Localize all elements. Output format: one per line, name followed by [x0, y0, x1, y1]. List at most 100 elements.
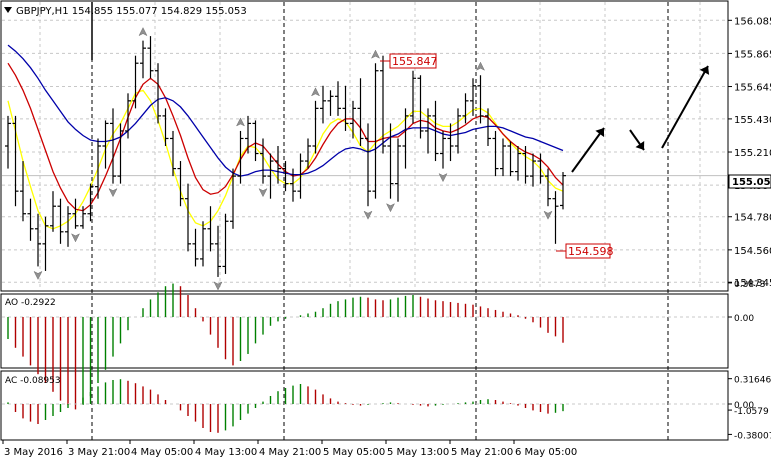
- price-bar: [237, 130, 244, 184]
- price-bar: [470, 78, 476, 116]
- arrow-head: [635, 141, 645, 150]
- price-bar: [365, 123, 371, 207]
- fractal-down-icon: [33, 270, 43, 280]
- price-bar: [207, 206, 214, 252]
- arrow-head: [595, 128, 604, 137]
- price-bar: [327, 90, 334, 116]
- ac-histogram: [2, 379, 727, 433]
- ao-histogram: [2, 283, 727, 410]
- time-axis-label: 6 May 05:00: [515, 447, 577, 458]
- ac-panel[interactable]: [0, 370, 729, 441]
- time-axis-label: 4 May 13:00: [195, 447, 257, 458]
- price-bar: [410, 70, 416, 124]
- price-axis-label: 154.560: [734, 246, 771, 257]
- chart-menu-triangle-icon[interactable]: [4, 7, 12, 13]
- price-axis-label: 154.345: [734, 278, 771, 289]
- price-bar: [260, 138, 266, 184]
- forecast-arrow-up-1: [571, 127, 605, 173]
- time-axis-label: 3 May 2016: [4, 447, 63, 458]
- price-bar: [72, 198, 79, 229]
- price-bar: [87, 183, 94, 222]
- arrow-shaft: [571, 127, 605, 173]
- price-bar: [402, 108, 409, 169]
- price-bar: [387, 123, 394, 199]
- fractal-down-icon: [543, 210, 553, 220]
- price-bar: [245, 115, 251, 154]
- price-bar: [132, 55, 139, 109]
- ao-axis-label: 0.3873: [734, 280, 766, 290]
- price-bar: [395, 138, 401, 202]
- price-bar: [335, 81, 341, 116]
- price-bar: [162, 108, 169, 146]
- price-bar: [462, 93, 469, 124]
- price-bar: [357, 78, 364, 146]
- ao-title: AO -0.2922: [5, 298, 56, 308]
- price-axis-label: 155.645: [734, 83, 771, 94]
- fractal-up-icon: [235, 117, 246, 127]
- forecast-arrow-up-2: [661, 65, 710, 149]
- time-axis-label: 5 May 21:00: [451, 447, 513, 458]
- forecast-arrow-down: [629, 129, 645, 151]
- price-bar: [485, 108, 491, 146]
- price-bar: [267, 153, 274, 199]
- arrow-head: [699, 66, 710, 75]
- price-bar: [200, 221, 206, 267]
- price-bar: [185, 183, 191, 252]
- price-bar: [80, 206, 86, 229]
- fractal-up-icon: [475, 61, 486, 71]
- price-bar: [537, 153, 544, 184]
- price-bar: [530, 153, 536, 187]
- price-bar: [215, 225, 221, 277]
- price-bar: [222, 213, 229, 274]
- high-label-box: [389, 53, 437, 69]
- price-bar: [372, 63, 379, 199]
- ac-axis-label: 0.00: [734, 401, 754, 411]
- fractal-down-icon: [363, 210, 373, 220]
- fractal-down-icon: [385, 203, 396, 213]
- price-bar: [560, 172, 566, 210]
- price-bar: [282, 161, 289, 192]
- price-bar: [507, 141, 514, 177]
- price-bar: [140, 40, 146, 79]
- price-bar: [320, 85, 326, 124]
- symbol-info: GBPJPY,H1 154.855 155.077 154.829 155.05…: [16, 6, 247, 17]
- price-bar: [522, 146, 529, 184]
- low-price-label: 154.598: [568, 245, 614, 258]
- time-axis-label: 5 May 13:00: [387, 447, 449, 458]
- price-bar: [455, 108, 461, 154]
- price-bar: [50, 191, 56, 232]
- ao-axis-label: 0.00: [734, 314, 754, 324]
- fractal-up-icon: [138, 27, 148, 37]
- main-panel[interactable]: [0, 0, 729, 292]
- price-axis-label: 155.865: [734, 49, 771, 60]
- arrow-shaft: [661, 65, 709, 149]
- fractal-down-icon: [108, 188, 118, 198]
- price-bar: [230, 168, 236, 229]
- price-bar: [20, 161, 26, 222]
- time-axis-label: 5 May 05:00: [323, 447, 385, 458]
- time-axis-label: 4 May 21:00: [259, 447, 321, 458]
- price-bar: [417, 75, 424, 139]
- price-bar: [252, 120, 259, 162]
- price-bar: [350, 100, 356, 139]
- ao-axis-label: -1.0579: [734, 407, 769, 417]
- fractal-down-icon: [70, 233, 81, 243]
- high-price-label: 155.847: [392, 55, 438, 68]
- price-bar: [110, 108, 116, 184]
- ac-axis-label: -0.38007: [734, 431, 771, 441]
- price-bar: [27, 198, 34, 241]
- price-bar: [57, 198, 64, 244]
- price-bar: [515, 146, 521, 181]
- price-bar: [552, 191, 559, 244]
- price-axis-label: 155.210: [734, 148, 771, 159]
- time-axis-label: 4 May 05:00: [131, 447, 193, 458]
- price-bar: [425, 108, 431, 154]
- price-bar: [380, 55, 386, 154]
- ao-panel[interactable]: [0, 293, 729, 369]
- price-bar: [275, 146, 281, 184]
- fractal-down-icon: [438, 173, 448, 183]
- price-bar: [500, 138, 506, 177]
- price-bar: [447, 123, 454, 162]
